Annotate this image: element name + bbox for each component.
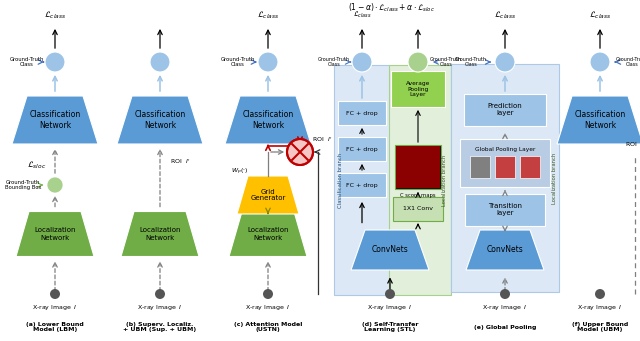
Text: X-ray Image  $I$: X-ray Image $I$ [367,302,413,311]
Bar [395,145,441,189]
Circle shape [385,289,395,299]
Text: Classification
Network: Classification Network [29,110,81,130]
Text: Ground-Truth
Class: Ground-Truth Class [318,57,350,68]
Bar [465,194,545,226]
Circle shape [590,52,610,72]
Text: $\mathcal{L}_{sloc}$: $\mathcal{L}_{sloc}$ [28,159,47,171]
Text: ConvNets: ConvNets [372,246,408,254]
Text: $\mathcal{L}_{class}$: $\mathcal{L}_{class}$ [44,9,66,21]
Text: ConvNets: ConvNets [486,246,524,254]
Polygon shape [117,96,203,144]
Text: ROI  $I'$: ROI $I'$ [625,140,640,149]
Circle shape [258,52,278,72]
Text: Prediction
layer: Prediction layer [488,104,522,117]
Polygon shape [225,96,311,144]
Circle shape [50,289,60,299]
Bar [338,137,386,161]
Circle shape [263,289,273,299]
Text: $(1-\alpha)\cdot\mathcal{L}_{class}+\alpha\cdot\mathcal{L}_{sloc}$: $(1-\alpha)\cdot\mathcal{L}_{class}+\alp… [349,2,435,14]
Circle shape [155,289,165,299]
Text: FC + drop: FC + drop [346,147,378,151]
Bar [334,65,390,295]
Circle shape [595,289,605,299]
Text: $W_p(\cdot)$: $W_p(\cdot)$ [231,167,249,177]
Text: $\mathcal{L}_{class}$: $\mathcal{L}_{class}$ [494,9,516,21]
Text: Ground-Truth
Class: Ground-Truth Class [455,57,487,68]
Text: ROI  $I'$: ROI $I'$ [312,136,332,145]
Polygon shape [16,211,94,256]
Text: (d) Self-Transfer
Learning (STL): (d) Self-Transfer Learning (STL) [362,322,419,332]
Polygon shape [12,96,98,144]
Text: X-ray Image  $I$: X-ray Image $I$ [32,302,78,311]
Text: (f) Upper Bound
Model (UBM): (f) Upper Bound Model (UBM) [572,322,628,332]
Text: Classification branch: Classification branch [337,152,342,208]
Text: Average
Pooling
Layer: Average Pooling Layer [406,81,430,97]
Bar [393,197,443,221]
Bar [470,156,490,178]
Text: $\mathcal{L}_{class}$: $\mathcal{L}_{class}$ [353,10,371,20]
Text: (e) Global Pooling: (e) Global Pooling [474,325,536,329]
Polygon shape [237,176,299,214]
Text: X-ray Image  $I$: X-ray Image $I$ [577,302,623,311]
Text: X-ray Image  $I$: X-ray Image $I$ [245,302,291,311]
Text: Localization
Network: Localization Network [140,227,180,240]
Polygon shape [557,96,640,144]
Text: 1X1 Conv: 1X1 Conv [403,207,433,211]
Text: FC + drop: FC + drop [346,110,378,116]
Text: Ground-Truth
Class: Ground-Truth Class [616,57,640,68]
Text: (b) Superv. Localiz.
+ UBM (Sup. + UBM): (b) Superv. Localiz. + UBM (Sup. + UBM) [124,322,196,332]
Circle shape [408,52,428,72]
Polygon shape [351,230,429,270]
Text: $\mathcal{L}_{class}$: $\mathcal{L}_{class}$ [589,9,611,21]
Text: (c) Attention Model
(USTN): (c) Attention Model (USTN) [234,322,302,332]
Text: Localization branch: Localization branch [552,152,557,204]
Text: Ground-Truth
Class: Ground-Truth Class [221,57,255,68]
Text: Localization
Network: Localization Network [35,227,76,240]
Bar [338,173,386,197]
Circle shape [47,177,63,193]
Text: Classification
Network: Classification Network [574,110,626,130]
Text: X-ray Image  $I$: X-ray Image $I$ [482,302,528,311]
Text: Grid
Generator: Grid Generator [250,189,285,202]
Bar [391,71,445,107]
Text: FC + drop: FC + drop [346,182,378,188]
Text: Classification
Network: Classification Network [243,110,294,130]
Text: (a) Lower Bound
Model (LBM): (a) Lower Bound Model (LBM) [26,322,84,332]
Text: Ground-Truth
Class: Ground-Truth Class [10,57,44,68]
Text: Ground-Truth
Class: Ground-Truth Class [430,57,462,68]
Text: ROI  $I'$: ROI $I'$ [170,158,190,166]
Text: $\mathcal{L}_{class}$: $\mathcal{L}_{class}$ [257,9,279,21]
Circle shape [287,139,313,165]
Text: C score maps: C score maps [400,193,436,197]
Circle shape [495,52,515,72]
Bar [495,156,515,178]
Bar [396,146,440,188]
Circle shape [45,52,65,72]
Bar [460,139,550,187]
Text: Ground-Truth
Bounding Box: Ground-Truth Bounding Box [4,180,41,190]
Bar [389,65,451,295]
Text: Transition
layer: Transition layer [488,204,522,217]
Bar [338,101,386,125]
Circle shape [352,52,372,72]
Bar [451,64,559,292]
Text: X-ray Image  $I$: X-ray Image $I$ [137,302,183,311]
Bar [520,156,540,178]
Text: Localization branch: Localization branch [442,154,447,206]
Polygon shape [466,230,544,270]
Text: Global Pooling Layer: Global Pooling Layer [475,147,535,151]
Bar [464,94,546,126]
Polygon shape [121,211,199,256]
Polygon shape [229,211,307,256]
Text: Localization
Network: Localization Network [247,227,289,240]
Circle shape [500,289,510,299]
Text: Classification
Network: Classification Network [134,110,186,130]
Circle shape [150,52,170,72]
